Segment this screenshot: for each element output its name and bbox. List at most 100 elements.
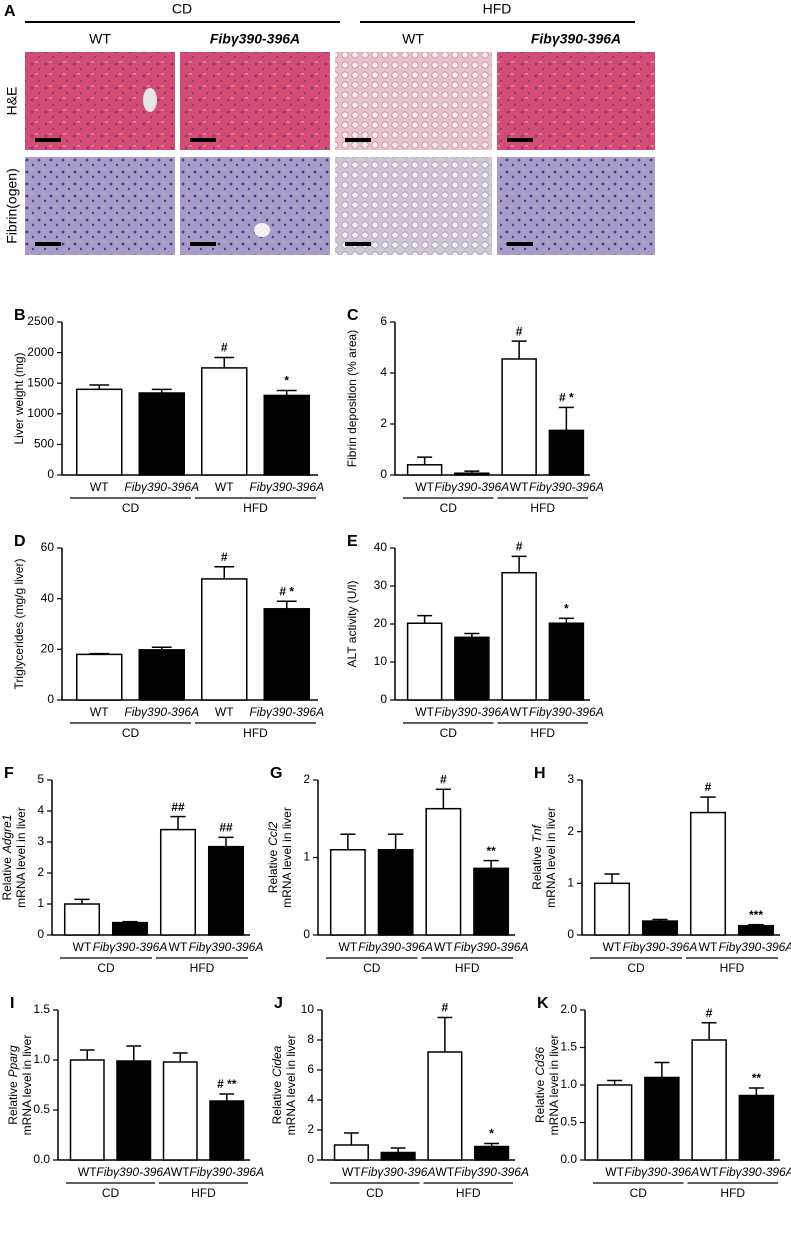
y-tick-label: 2 xyxy=(303,772,310,786)
y-axis-label: Relative Adgre1 xyxy=(0,814,14,900)
y-tick-label: 5 xyxy=(37,772,44,786)
panel-letter: F xyxy=(4,765,14,782)
x-tick-label: WT xyxy=(169,940,188,954)
bar xyxy=(425,807,462,936)
panel-letter: D xyxy=(14,533,26,550)
bar xyxy=(737,924,775,936)
y-axis-label: Fibrin deposition (% area) xyxy=(345,330,359,467)
y-tick-label: 2.0 xyxy=(560,1002,577,1016)
y-tick-label: 0 xyxy=(567,927,574,941)
y-tick-label: 1.0 xyxy=(33,1052,50,1066)
bar xyxy=(454,636,490,701)
x-tick-label: Fibγ390-396A xyxy=(361,1165,436,1179)
annotation: # xyxy=(442,1001,449,1015)
y-axis-label: mRNA level in liver xyxy=(14,807,28,908)
row-label: Fibrin(ogen) xyxy=(4,168,20,243)
y-tick-label: 0.0 xyxy=(33,1152,50,1166)
micrograph xyxy=(25,157,175,255)
bar xyxy=(644,1076,680,1161)
x-tick-label: Fibγ390-396A xyxy=(454,1165,529,1179)
y-axis-label: mRNA level in liver xyxy=(280,807,294,908)
x-tick-label: WT xyxy=(73,940,92,954)
y-tick-label: 1 xyxy=(37,896,44,910)
scale-bar xyxy=(507,242,533,246)
bar xyxy=(593,882,631,936)
x-tick-label: Fibγ390-396A xyxy=(124,480,199,494)
bar xyxy=(641,920,679,936)
y-axis-label-gene: Tnf xyxy=(530,823,544,842)
group-label: CD xyxy=(122,726,140,740)
annotation: ** xyxy=(752,1071,762,1085)
panel-letter: E xyxy=(347,533,358,550)
micrograph xyxy=(497,157,655,255)
x-tick-label: WT xyxy=(339,940,358,954)
bar xyxy=(691,1039,727,1161)
y-axis-label-text: Relative xyxy=(6,1081,20,1125)
annotation: # xyxy=(221,550,228,564)
y-tick-label: 0.0 xyxy=(560,1152,577,1166)
bar xyxy=(689,811,727,936)
x-tick-label: Fibγ390-396A xyxy=(435,705,510,719)
x-tick-label: Fibγ390-396A xyxy=(96,1165,171,1179)
bar xyxy=(548,429,585,476)
bar xyxy=(329,849,366,936)
y-tick-label: 1.0 xyxy=(560,1077,577,1091)
x-tick-label: Fibγ390-396A xyxy=(189,940,264,954)
x-tick-label: WT xyxy=(605,1165,624,1179)
y-tick-label: 60 xyxy=(41,540,55,554)
y-axis-label-gene: Pparg xyxy=(6,1045,20,1077)
bar xyxy=(76,388,123,476)
group-label: HFD xyxy=(720,961,745,975)
y-axis-label-gene: Adgre1 xyxy=(0,814,14,854)
annotation: * xyxy=(284,374,289,388)
y-axis-label: Relative Cd36 xyxy=(533,1047,547,1123)
bar xyxy=(263,608,310,701)
bar xyxy=(69,1059,105,1161)
group-label: HFD xyxy=(190,961,215,975)
vessel xyxy=(143,88,157,112)
panel-letter: K xyxy=(537,995,549,1012)
bar xyxy=(333,1144,369,1161)
annotation: ## xyxy=(219,821,233,835)
micrographs xyxy=(25,52,655,255)
group-label: CD xyxy=(122,501,140,515)
scale-bar xyxy=(345,242,371,246)
vessel xyxy=(254,223,270,237)
y-tick-label: 10 xyxy=(301,1002,315,1016)
scale-bar xyxy=(190,242,216,246)
x-tick-label: WT xyxy=(342,1165,361,1179)
y-axis-label-text: Relative xyxy=(533,1079,547,1123)
bar xyxy=(162,1061,198,1161)
x-tick-label: Fibγ390-396A xyxy=(454,940,529,954)
panel-letter: B xyxy=(14,307,26,324)
x-tick-label: Fibγ390-396A xyxy=(625,1165,700,1179)
y-axis-label: Triglycerides (mg/g liver) xyxy=(12,559,26,690)
panel-letter: G xyxy=(270,765,282,782)
x-tick-label: WT xyxy=(415,705,434,719)
y-tick-label: 20 xyxy=(374,616,388,630)
annotation: ## xyxy=(171,800,185,814)
y-tick-label: 0 xyxy=(303,927,310,941)
x-tick-label: Fibγ390-396A xyxy=(249,705,324,719)
group-label: CD xyxy=(102,1186,120,1200)
x-tick-label: WT xyxy=(78,1165,97,1179)
group-label: HFD xyxy=(483,1,512,17)
y-tick-label: 0.5 xyxy=(560,1115,577,1129)
y-tick-label: 3 xyxy=(567,772,574,786)
y-tick-label: 0 xyxy=(380,692,387,706)
column-label: WT xyxy=(402,31,424,47)
column-label: Fibγ390-396A xyxy=(210,31,300,47)
x-tick-label: Fibγ390-396A xyxy=(719,940,791,954)
bar xyxy=(738,1094,775,1161)
group-label: HFD xyxy=(720,1186,745,1200)
bar xyxy=(474,1145,510,1161)
y-tick-label: 40 xyxy=(41,591,55,605)
y-tick-label: 2 xyxy=(307,1122,314,1136)
y-tick-label: 0 xyxy=(37,927,44,941)
panel-letter: A xyxy=(4,3,16,20)
micrograph xyxy=(335,157,492,255)
panel-letter: I xyxy=(10,995,14,1012)
y-axis-label-text: Relative xyxy=(0,857,14,901)
x-tick-label: Fibγ390-396A xyxy=(249,480,324,494)
y-tick-label: 3 xyxy=(37,834,44,848)
